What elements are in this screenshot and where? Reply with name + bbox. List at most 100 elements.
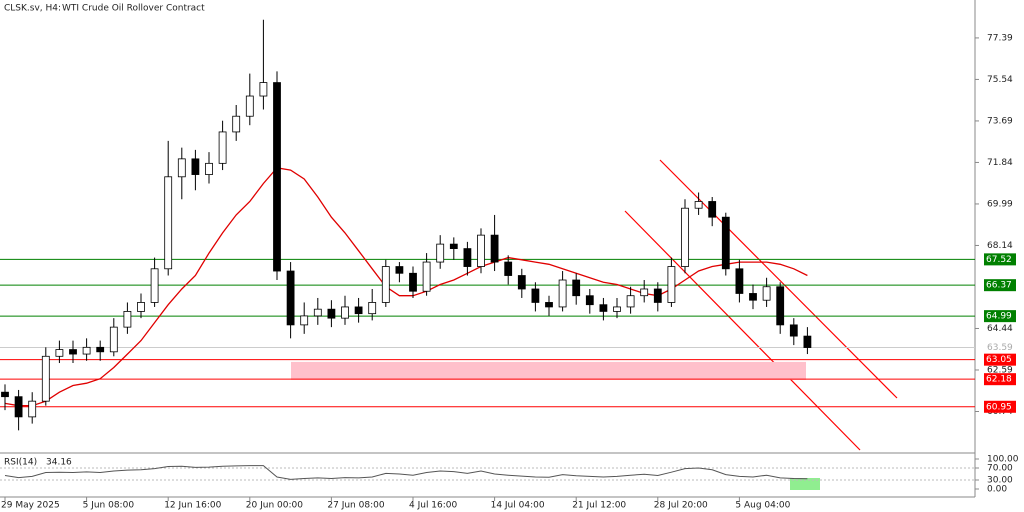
x-tick-label: 14 Jul 04:00 — [491, 501, 545, 511]
rsi-name: RSI(14) — [4, 458, 37, 468]
x-tick-label: 29 May 2025 — [1, 501, 60, 511]
candle-body — [191, 158, 200, 175]
x-tick-label: 27 Jun 08:00 — [327, 501, 384, 511]
candle-body — [150, 268, 159, 303]
y-tick-label: 73.69 — [987, 116, 1013, 126]
rsi-value: 34.16 — [46, 458, 72, 468]
candle-body — [531, 288, 540, 303]
candle-body — [286, 270, 295, 326]
candle-body — [681, 207, 689, 267]
level-label: 60.95 — [986, 402, 1012, 412]
candle-body — [613, 306, 621, 312]
y-tick-label: 64.44 — [987, 324, 1013, 334]
candle-body — [137, 302, 145, 312]
x-tick-label: 5 Aug 04:00 — [735, 501, 790, 511]
x-tick-label: 12 Jun 16:00 — [164, 501, 221, 511]
level-label: 63.05 — [986, 355, 1012, 365]
candle-body — [354, 306, 363, 315]
x-tick-label: 5 Jun 08:00 — [83, 501, 135, 511]
candle-body — [504, 261, 513, 276]
rsi-tick-label: 100.00 — [987, 454, 1019, 464]
candle-body — [735, 268, 744, 294]
candle-body — [585, 295, 594, 306]
candle-body — [409, 272, 417, 292]
candle-body — [82, 346, 91, 355]
level-label: 62.18 — [986, 375, 1012, 385]
candle-body — [422, 261, 431, 292]
candle-body — [395, 266, 404, 274]
level-label: 66.37 — [986, 281, 1012, 291]
y-tick-label: 71.84 — [987, 158, 1013, 168]
level-box — [984, 353, 1016, 366]
candle-body — [708, 201, 717, 218]
level-label: 64.99 — [986, 312, 1012, 322]
candle-body — [558, 279, 567, 308]
candle-body — [653, 288, 662, 303]
channel-line — [624, 210, 861, 451]
candle-body — [28, 400, 37, 418]
rsi-line — [4, 465, 808, 480]
candle-body — [177, 158, 186, 178]
candle-body — [599, 304, 608, 312]
y-tick-label: 68.14 — [987, 241, 1013, 251]
candle-body — [749, 293, 757, 301]
level-box — [984, 373, 1016, 386]
candle-body — [762, 286, 771, 301]
candle-body — [381, 266, 390, 303]
candle-body — [232, 115, 241, 133]
level-box — [984, 310, 1016, 323]
candle-body — [55, 349, 64, 357]
candle-body — [300, 315, 309, 326]
candle-body — [477, 234, 485, 267]
rsi-highlight — [790, 478, 820, 490]
symbol: CLSK.sv, H4: — [4, 4, 61, 14]
rsi-tick-label: 0.00 — [987, 484, 1007, 494]
candle-body — [803, 335, 812, 348]
level-box — [984, 400, 1016, 413]
candle-body — [205, 162, 213, 175]
candle-body — [789, 324, 798, 337]
candle-body — [490, 234, 499, 263]
rsi-tick-label: 70.00 — [987, 463, 1013, 473]
candle-body — [273, 82, 281, 272]
level-label: 67.52 — [986, 255, 1012, 265]
candle-body — [1, 391, 9, 398]
candle-body — [109, 326, 118, 353]
x-tick-label: 4 Jul 16:00 — [409, 501, 458, 511]
x-tick-label: 21 Jul 12:00 — [572, 501, 626, 511]
candle-body — [259, 82, 268, 97]
y-tick-label: 77.39 — [987, 33, 1013, 43]
candle-body — [164, 176, 173, 270]
candle-body — [721, 216, 730, 270]
candle-body — [96, 346, 105, 353]
y-tick-label: 69.99 — [987, 199, 1013, 209]
candle-body — [14, 396, 23, 418]
candle-body — [694, 201, 703, 209]
candle-body — [341, 306, 349, 319]
candle-body — [572, 279, 581, 297]
x-tick-label: 20 Jun 00:00 — [246, 501, 303, 511]
candle-body — [123, 311, 132, 328]
candle-body — [41, 355, 50, 402]
candle-body — [667, 266, 676, 303]
candle-body — [368, 302, 377, 315]
candle-body — [517, 275, 526, 290]
last-price-label: 63.59 — [987, 343, 1013, 353]
support-zone — [291, 361, 806, 380]
candle-body — [313, 308, 322, 317]
description: WTI Crude Oil Rollover Contract — [62, 4, 205, 14]
candle-body — [626, 295, 635, 308]
x-tick-label: 28 Jul 20:00 — [654, 501, 708, 511]
y-tick-label: 62.59 — [987, 365, 1013, 375]
candle-body — [245, 95, 254, 117]
candle-body — [69, 349, 77, 355]
level-box — [984, 253, 1016, 266]
candle-body — [218, 131, 227, 164]
candle-body — [449, 243, 458, 250]
rsi-tick-label: 30.00 — [987, 475, 1013, 485]
level-box — [984, 279, 1016, 292]
candle-body — [327, 308, 336, 319]
